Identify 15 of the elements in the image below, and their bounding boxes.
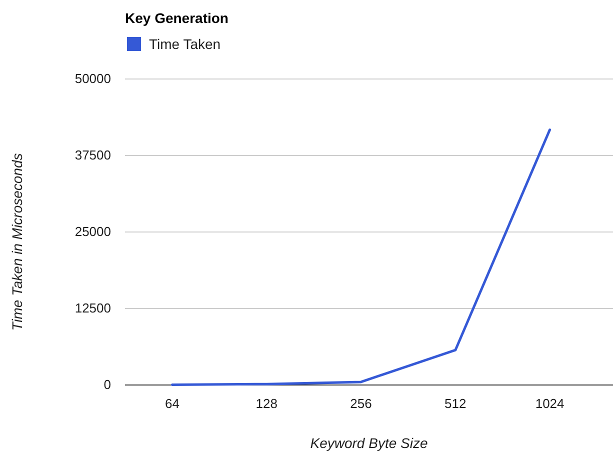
- chart-title: Key Generation: [125, 10, 228, 26]
- y-axis-title: Time Taken in Microseconds: [9, 153, 25, 331]
- x-tick-label: 128: [256, 396, 278, 412]
- x-tick-label: 1024: [535, 396, 564, 412]
- x-tick-label: 256: [350, 396, 372, 412]
- x-tick-label: 64: [164, 396, 180, 412]
- y-tick-label: 37500: [74, 148, 111, 163]
- y-tick-label: 25000: [74, 224, 111, 240]
- legend-label: Time Taken: [149, 36, 221, 52]
- x-axis-title: Keyword Byte Size: [310, 435, 428, 451]
- y-tick-label: 50000: [74, 71, 111, 86]
- line-series: [170, 128, 552, 386]
- y-tick-label: 0: [104, 377, 111, 392]
- y-tick-label: 12500: [74, 300, 111, 316]
- x-tick-label: 512: [444, 396, 466, 412]
